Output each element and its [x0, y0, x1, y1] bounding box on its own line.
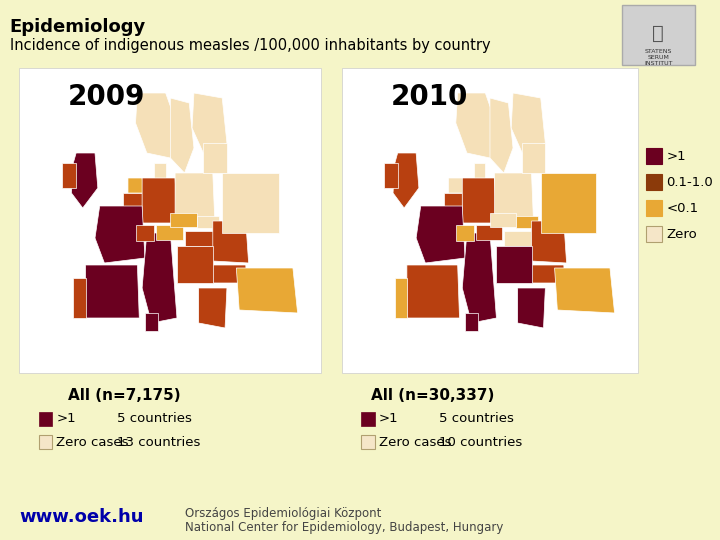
Polygon shape	[128, 178, 144, 193]
Text: Incidence of indigenous measles /100,000 inhabitants by country: Incidence of indigenous measles /100,000…	[9, 38, 490, 53]
Text: Zero cases: Zero cases	[56, 435, 129, 449]
Text: 5 countries: 5 countries	[439, 413, 514, 426]
Polygon shape	[444, 193, 462, 206]
Text: Epidemiology: Epidemiology	[9, 18, 146, 36]
Polygon shape	[554, 268, 615, 313]
Text: 2010: 2010	[391, 83, 468, 111]
Polygon shape	[154, 163, 166, 180]
Polygon shape	[496, 246, 531, 283]
Polygon shape	[395, 278, 407, 318]
Polygon shape	[192, 93, 227, 153]
Text: 2009: 2009	[68, 83, 145, 111]
Text: All (n=7,175): All (n=7,175)	[68, 388, 181, 403]
Bar	[361, 435, 375, 449]
Polygon shape	[456, 225, 474, 241]
Text: >1: >1	[667, 150, 686, 163]
Bar	[342, 68, 639, 373]
Polygon shape	[197, 216, 220, 228]
Bar	[646, 148, 662, 164]
Polygon shape	[213, 265, 247, 283]
Polygon shape	[384, 163, 397, 188]
Polygon shape	[462, 233, 496, 323]
Text: STATENS
SERUM
INSTITUT: STATENS SERUM INSTITUT	[644, 49, 672, 66]
Polygon shape	[541, 173, 596, 233]
Text: 🏛: 🏛	[652, 24, 664, 43]
Polygon shape	[86, 265, 139, 318]
Text: <0.1: <0.1	[667, 201, 698, 214]
Bar	[19, 68, 320, 373]
Polygon shape	[135, 93, 180, 158]
Polygon shape	[393, 153, 419, 208]
Polygon shape	[142, 178, 177, 223]
Bar	[646, 226, 662, 242]
Bar	[361, 412, 375, 426]
Polygon shape	[416, 206, 465, 263]
Text: www.oek.hu: www.oek.hu	[19, 508, 144, 526]
Polygon shape	[522, 143, 545, 173]
Polygon shape	[123, 193, 142, 206]
Polygon shape	[142, 233, 177, 323]
Polygon shape	[476, 225, 502, 240]
Polygon shape	[495, 173, 534, 221]
Text: Országos Epidemiológiai Központ: Országos Epidemiológiai Központ	[184, 507, 381, 520]
Text: All (n=30,337): All (n=30,337)	[372, 388, 495, 403]
FancyBboxPatch shape	[622, 5, 695, 65]
Text: 5 countries: 5 countries	[117, 413, 192, 426]
Polygon shape	[145, 313, 158, 331]
Polygon shape	[62, 163, 76, 188]
Polygon shape	[177, 246, 213, 283]
Text: Zero: Zero	[667, 227, 697, 240]
Polygon shape	[490, 213, 516, 227]
Bar	[39, 435, 53, 449]
Polygon shape	[184, 231, 217, 246]
Polygon shape	[199, 288, 227, 328]
Polygon shape	[531, 221, 567, 263]
Bar	[646, 174, 662, 190]
Polygon shape	[531, 265, 564, 283]
Text: >1: >1	[379, 413, 399, 426]
Polygon shape	[171, 98, 194, 173]
Polygon shape	[456, 93, 499, 158]
Polygon shape	[222, 173, 279, 233]
Polygon shape	[462, 178, 496, 223]
Polygon shape	[407, 265, 459, 318]
Polygon shape	[175, 173, 215, 221]
Text: >1: >1	[56, 413, 76, 426]
Polygon shape	[504, 231, 536, 246]
Polygon shape	[171, 213, 197, 227]
Polygon shape	[516, 216, 538, 228]
Polygon shape	[135, 225, 154, 241]
Polygon shape	[449, 178, 464, 193]
Text: 0.1-1.0: 0.1-1.0	[667, 176, 714, 188]
Text: 13 countries: 13 countries	[117, 435, 200, 449]
Polygon shape	[236, 268, 297, 313]
Polygon shape	[203, 143, 227, 173]
Polygon shape	[73, 278, 86, 318]
Bar	[646, 200, 662, 216]
Text: National Center for Epidemiology, Budapest, Hungary: National Center for Epidemiology, Budape…	[184, 521, 503, 534]
Polygon shape	[490, 98, 513, 173]
Polygon shape	[95, 206, 145, 263]
Polygon shape	[474, 163, 485, 180]
Polygon shape	[518, 288, 545, 328]
Polygon shape	[465, 313, 478, 331]
Text: Zero cases: Zero cases	[379, 435, 451, 449]
Polygon shape	[71, 153, 98, 208]
Polygon shape	[213, 221, 248, 263]
Bar	[39, 412, 53, 426]
Text: 10 countries: 10 countries	[439, 435, 523, 449]
Polygon shape	[156, 225, 183, 240]
Polygon shape	[511, 93, 545, 153]
